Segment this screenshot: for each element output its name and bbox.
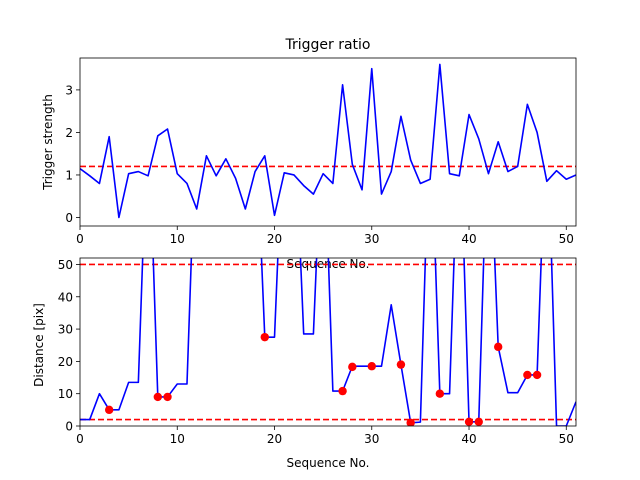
top-y-tick-label: 1 (65, 168, 73, 182)
distance-marker-point (406, 418, 415, 426)
distance-marker-point (464, 417, 474, 426)
top-y-axis-ticks: 0 1 2 3 (65, 83, 80, 225)
trigger-strength-series (80, 63, 576, 219)
distance-marker-point (260, 332, 269, 342)
bottom-x-tick-label: 30 (364, 432, 379, 446)
chart-title: Trigger ratio (284, 37, 370, 53)
bottom-x-tick-label: 0 (76, 432, 84, 446)
distance-marker-point (163, 392, 172, 402)
distance-line (80, 258, 576, 426)
distance-plot: 0 10 20 30 40 50 0 10 20 30 40 50 Sequence No. Dis… (32, 257, 577, 470)
bottom-x-axis-ticks: 0 10 20 30 40 50 (76, 426, 574, 446)
bottom-x-tick-label: 50 (559, 432, 574, 446)
top-y-tick-label: 3 (65, 83, 73, 97)
bottom-y-tick-label: 50 (58, 258, 73, 272)
distance-marker-point (493, 342, 503, 352)
bottom-y-axis-ticks: 0 10 20 30 40 50 (58, 258, 80, 434)
top-x-tick-label: 40 (461, 232, 476, 246)
distance-marker-point (435, 389, 445, 398)
bottom-plot-frame (79, 257, 577, 427)
top-x-tick-label: 0 (76, 232, 84, 246)
distance-marker-point (396, 360, 406, 369)
bottom-x-tick-label: 40 (461, 432, 476, 446)
bottom-y-tick-label: 40 (58, 290, 73, 304)
top-y-tick-label: 2 (65, 126, 73, 140)
bottom-x-tick-label: 10 (170, 432, 185, 446)
top-plot-frame (79, 57, 577, 227)
top-x-tick-label: 20 (267, 232, 282, 246)
bottom-y-tick-label: 10 (58, 387, 73, 401)
bottom-y-tick-label: 30 (58, 323, 73, 337)
bottom-y-tick-label: 20 (58, 355, 73, 369)
distance-marker-point (523, 370, 532, 380)
distance-marker-point (338, 386, 347, 396)
top-x-axis-ticks: 0 10 20 30 40 50 (76, 226, 574, 246)
trigger-strength-line (80, 63, 576, 219)
distance-marker-point (348, 362, 357, 372)
top-x-tick-label: 30 (364, 232, 379, 246)
top-y-tick-label: 0 (65, 211, 73, 225)
bottom-y-tick-label: 0 (65, 420, 73, 434)
distance-marker-point (104, 405, 114, 415)
distance-marker-point (367, 362, 376, 371)
top-x-tick-label: 50 (559, 232, 574, 246)
top-y-axis-label: Trigger strength (41, 94, 55, 191)
distance-series (80, 258, 576, 426)
bottom-x-tick-label: 20 (267, 432, 282, 446)
top-x-tick-label: 10 (170, 232, 185, 246)
bottom-x-axis-label: Sequence No. (287, 456, 370, 470)
distance-marker-point (474, 417, 483, 426)
distance-marker-point (153, 392, 163, 402)
bottom-y-axis-label: Distance [pix] (32, 303, 46, 387)
distance-marker-point (532, 370, 542, 380)
